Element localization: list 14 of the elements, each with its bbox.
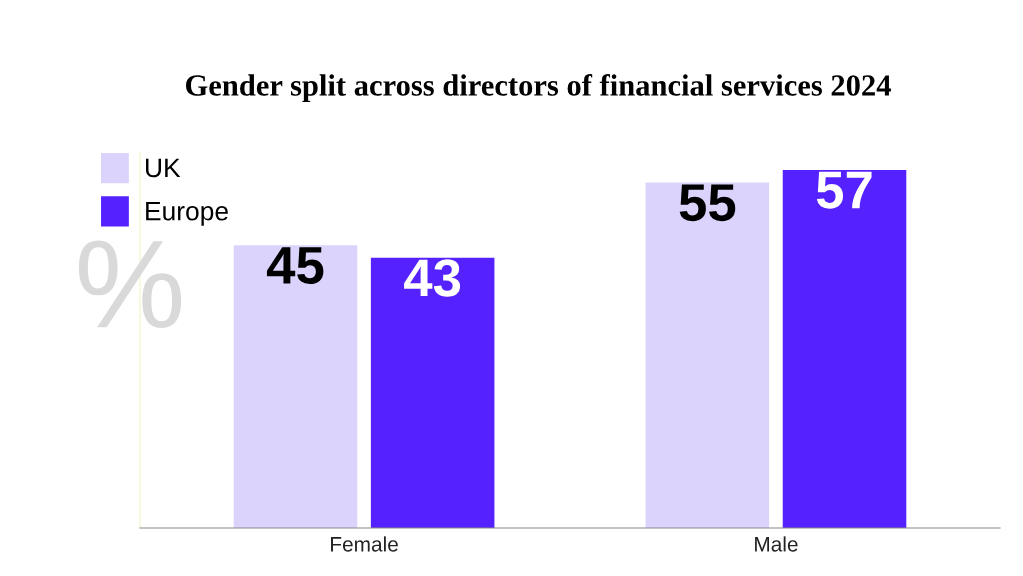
x-tick-label: Male bbox=[755, 536, 798, 552]
data-label: 45 bbox=[266, 247, 324, 285]
bar bbox=[782, 169, 907, 528]
data-label: 57 bbox=[816, 171, 872, 209]
x-tick-label: Female bbox=[331, 536, 398, 552]
legend-label: UK bbox=[146, 158, 181, 178]
y-axis-title: % bbox=[78, 240, 182, 329]
data-label: 55 bbox=[679, 184, 736, 222]
bar bbox=[645, 182, 770, 528]
chart-title: Gender split across directors of financial services 2024 bbox=[185, 73, 891, 103]
legend-label: Europe bbox=[146, 202, 228, 226]
data-label: 43 bbox=[404, 259, 461, 297]
bar bbox=[233, 245, 358, 528]
bar bbox=[370, 257, 495, 528]
